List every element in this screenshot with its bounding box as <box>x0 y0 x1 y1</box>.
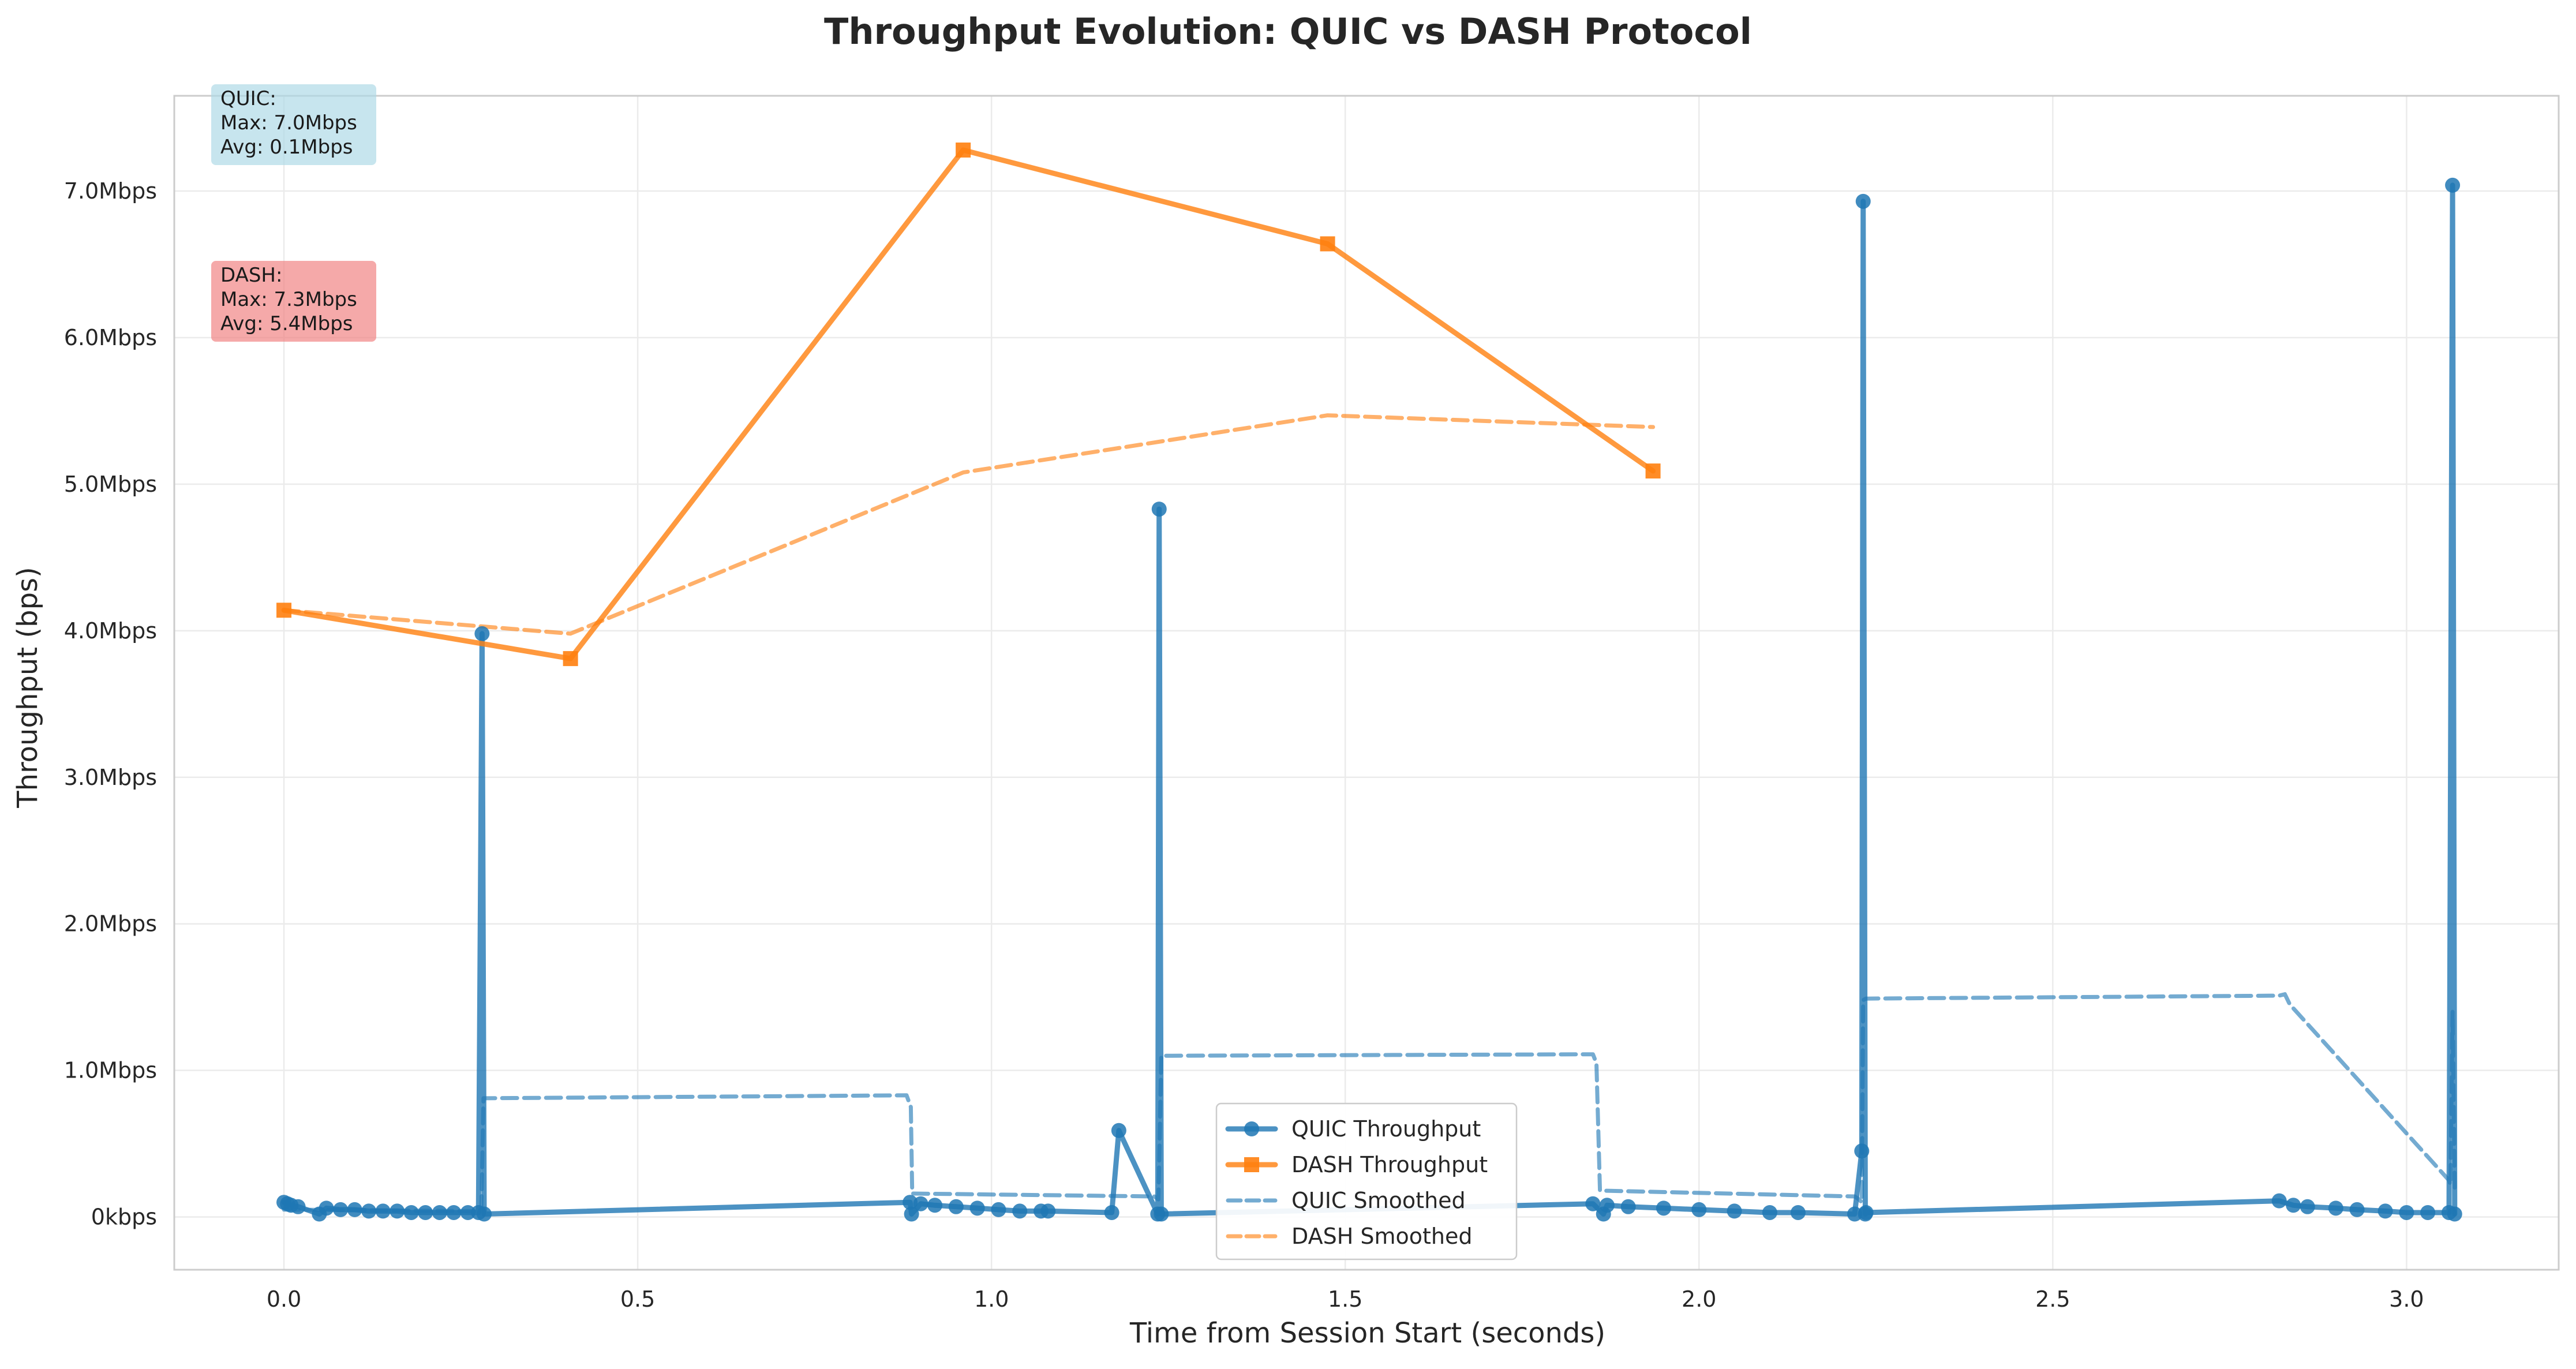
y-tick-label: 3.0Mbps <box>64 765 157 790</box>
quic-throughput-point <box>991 1202 1006 1217</box>
quic-throughput-point <box>1620 1199 1636 1214</box>
y-tick-label: 2.0Mbps <box>64 911 157 937</box>
quic-throughput-point <box>446 1205 462 1220</box>
quic-throughput-point <box>1847 1206 1863 1222</box>
stats-text: DASH: <box>220 264 282 287</box>
quic-throughput-point <box>2300 1199 2315 1214</box>
legend-box <box>1215 1102 1518 1260</box>
legend-swatch-marker <box>1244 1157 1259 1172</box>
dash-throughput-point <box>956 142 971 158</box>
quic-throughput-point <box>390 1203 405 1219</box>
y-tick-label: 1.0Mbps <box>64 1058 157 1083</box>
y-tick-label: 6.0Mbps <box>64 325 157 350</box>
x-tick-label: 0.5 <box>620 1286 655 1312</box>
quic-throughput-point <box>361 1203 377 1219</box>
y-axis-label: Throughput (bps) <box>12 567 44 808</box>
quic-smoothed-line <box>282 992 2457 1213</box>
y-tick-label: 5.0Mbps <box>64 472 157 497</box>
quic-throughput-point <box>1858 1205 1874 1220</box>
quic-throughput-point <box>1040 1203 1056 1219</box>
x-tick-label: 0.0 <box>267 1286 301 1312</box>
plot-frame <box>173 95 2560 1271</box>
quic-throughput-point <box>2349 1202 2365 1217</box>
quic-throughput-point <box>1691 1202 1707 1217</box>
quic-throughput-point <box>1012 1203 1028 1219</box>
x-tick-label: 2.0 <box>1682 1286 1716 1312</box>
stats-text: Avg: 5.4Mbps <box>220 312 353 335</box>
quic-throughput-point <box>290 1199 306 1214</box>
quic-throughput-point <box>2271 1193 2287 1209</box>
quic-throughput-point <box>1854 1143 1870 1159</box>
quic-throughput-point <box>1855 193 1871 209</box>
quic-throughput-point <box>333 1202 349 1217</box>
quic-throughput-point <box>2445 177 2461 193</box>
quic-throughput-point <box>477 1206 492 1222</box>
quic-throughput-point <box>948 1199 964 1214</box>
y-tick-label: 0kbps <box>91 1205 157 1230</box>
quic-throughput-point <box>474 626 490 641</box>
quic-throughput-point <box>904 1206 919 1222</box>
quic-throughput-point <box>1154 1206 1169 1222</box>
quic-throughput-point <box>2328 1200 2343 1216</box>
quic-throughput-point <box>1151 502 1167 517</box>
x-tick-label: 3.0 <box>2389 1286 2424 1312</box>
quic-throughput-point <box>969 1200 985 1216</box>
quic-throughput-point <box>1104 1205 1119 1220</box>
quic-throughput-point <box>2377 1203 2393 1219</box>
quic-throughput-point <box>319 1200 334 1216</box>
stats-text: Avg: 0.1Mbps <box>220 136 353 159</box>
quic-throughput-point <box>432 1205 447 1220</box>
x-tick-label: 2.5 <box>2035 1286 2070 1312</box>
y-tick-label: 7.0Mbps <box>64 178 157 204</box>
quic-throughput-point <box>1790 1205 1806 1220</box>
stats-box <box>211 84 376 165</box>
y-tick-label: 4.0Mbps <box>64 618 157 644</box>
x-tick-label: 1.0 <box>974 1286 1009 1312</box>
legend-label: DASH Smoothed <box>1291 1224 1472 1249</box>
quic-throughput-point <box>2420 1205 2436 1220</box>
quic-throughput-point <box>1599 1198 1615 1213</box>
quic-throughput-point <box>1111 1123 1126 1138</box>
dash-throughput-point <box>276 603 292 618</box>
quic-throughput-point <box>375 1203 391 1219</box>
quic-throughput-point <box>460 1205 475 1220</box>
quic-throughput-point <box>1656 1200 1671 1216</box>
quic-throughput-point <box>1727 1203 1742 1219</box>
legend-label: QUIC Throughput <box>1291 1116 1481 1142</box>
quic-throughput-point <box>913 1196 928 1211</box>
quic-throughput-point <box>2286 1198 2301 1213</box>
quic-throughput-point <box>927 1198 943 1213</box>
quic-throughput-point <box>2399 1205 2414 1220</box>
quic-throughput-point <box>1585 1196 1601 1211</box>
stats-text: Max: 7.0Mbps <box>220 111 357 134</box>
dash-throughput-point <box>1645 463 1661 479</box>
dash-smoothed-line <box>282 413 1656 636</box>
x-axis-label: Time from Session Start (seconds) <box>1129 1317 1605 1349</box>
legend-label: DASH Throughput <box>1291 1152 1488 1177</box>
stats-box <box>211 261 376 342</box>
quic-throughput-point <box>418 1205 433 1220</box>
stats-text: Max: 7.3Mbps <box>220 288 357 311</box>
chart-title: Throughput Evolution: QUIC vs DASH Proto… <box>824 10 1752 53</box>
legend-label: QUIC Smoothed <box>1291 1188 1466 1213</box>
dash-throughput-point <box>563 651 578 667</box>
dash-throughput-point <box>1320 236 1335 252</box>
x-tick-label: 1.5 <box>1328 1286 1362 1312</box>
quic-throughput-point <box>403 1205 419 1220</box>
quic-throughput-point <box>2447 1206 2462 1222</box>
quic-throughput-point <box>347 1202 362 1217</box>
stats-text: QUIC: <box>220 87 276 110</box>
legend-swatch-marker <box>1244 1121 1259 1136</box>
quic-throughput-point <box>1762 1205 1777 1220</box>
